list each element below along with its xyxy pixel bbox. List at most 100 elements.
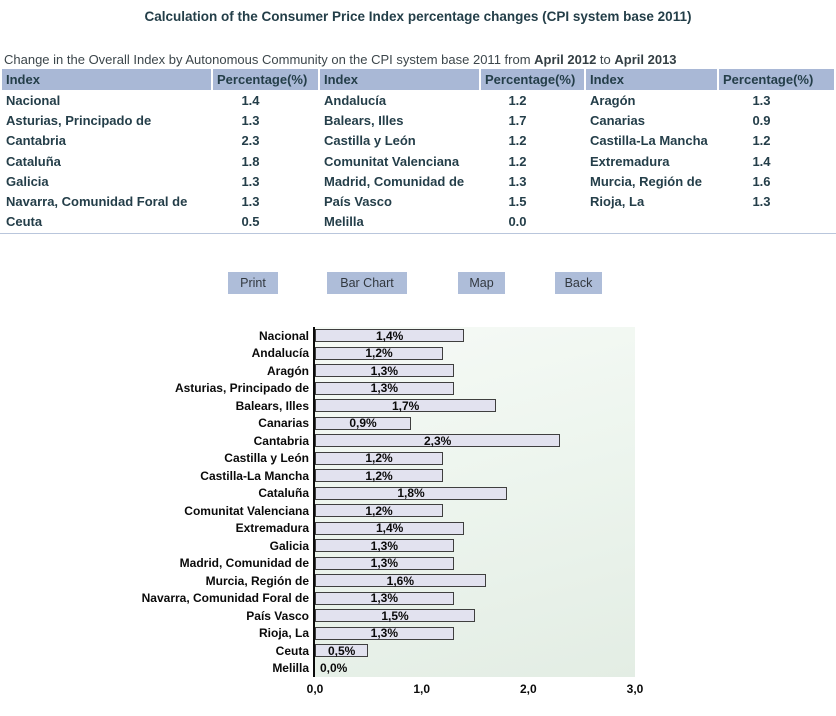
region-name-cell: Asturias, Principado de [6,112,152,128]
chart-category-label: Melilla [272,661,309,676]
percentage-cell: 1.2 [508,92,527,108]
chart-row: Castilla-La Mancha 1,2% [0,467,836,485]
region-name-cell: Ceuta [6,214,43,230]
chart-row: Cantabria 2,3% [0,432,836,450]
percentage-cell: 1.4 [241,92,260,108]
chart-bar: 1,4% [315,328,465,343]
x-tick-label: 3,0 [626,682,644,696]
percentage-cell: 1.2 [508,133,527,149]
chart-bar: 1,8% [315,486,507,500]
percentage-cell: 1.8 [241,153,260,169]
cpi-table-header: Index Percentage(%) Index Percentage(%) Inde… [2,69,834,90]
subtitle: Change in the Overall Index by Autonomou… [4,52,677,67]
chart-row: Canarias 0,9% [0,415,836,433]
region-name-cell: Canarias [590,112,645,128]
column-header: Percentage(%) [481,69,584,90]
print-button[interactable]: Print [228,272,278,294]
region-name-cell: Cataluña [6,153,61,169]
bar-value-label: 1,6% [386,573,415,588]
chart-category-label: Castilla-La Mancha [200,468,309,483]
region-name-cell: Rioja, La [590,194,645,210]
chart-category-label: Extremadura [235,521,309,536]
chart-row: Madrid, Comunidad de 1,3% [0,555,836,573]
percentage-cell: 1.6 [752,173,771,189]
percentage-cell: 1.3 [508,173,527,189]
percentage-cell: 1.3 [752,194,771,210]
region-name-cell: Cantabria [6,133,66,149]
subtitle-from-date: April 2012 [534,52,597,67]
percentage-cell: 1.2 [752,133,771,149]
chart-row: Aragón 1,3% [0,362,836,380]
chart-category-label: País Vasco [246,608,309,623]
chart-category-label: Navarra, Comunidad Foral de [141,591,309,606]
percentage-cell: 1.4 [752,153,771,169]
percentage-cell: 0.9 [752,112,771,128]
chart-category-label: Balears, Illes [235,398,309,413]
bar-chart-button[interactable]: Bar Chart [327,272,407,294]
chart-rows: Nacional 1,4% Andalucía 1,2% Aragón 1,3% Astur… [0,327,836,677]
region-name-cell: Andalucía [324,92,387,108]
percentage-cell: 1.7 [508,112,527,128]
cpi-table: Index Percentage(%) Index Percentage(%) Inde… [0,69,836,232]
table-row: Cataluña 1.8 Comunitat Valenciana 1.2 Extrem… [2,151,834,171]
chart-category-label: Comunitat Valenciana [184,503,309,518]
chart-category-label: Ceuta [275,643,309,658]
chart-row: Rioja, La 1,3% [0,625,836,643]
chart-row: Andalucía 1,2% [0,345,836,363]
chart-category-label: Canarias [258,416,309,431]
percentage-cell: 0.0 [508,214,527,230]
chart-bar: 2,3% [315,433,561,448]
chart-bar: 1,3% [315,364,454,378]
table-row: Ceuta 0.5 Melilla 0.0 [2,212,834,232]
chart-row: Murcia, Región de 1,6% [0,572,836,590]
percentage-cell: 1.3 [752,92,771,108]
bar-value-label: 1,4% [375,521,404,536]
chart-bar: 1,5% [315,608,475,623]
chart-category-label: Madrid, Comunidad de [179,556,309,571]
percentage-cell: 0.5 [241,214,260,230]
chart-category-label: Rioja, La [258,626,309,641]
column-header: Index [320,69,479,90]
chart-category-label: Andalucía [251,346,309,361]
chart-bar: 1,3% [315,626,454,641]
region-name-cell: Murcia, Región de [590,173,702,189]
chart-row: Navarra, Comunidad Foral de 1,3% [0,590,836,608]
chart-category-label: Galicia [269,538,309,553]
chart-row: Balears, Illes 1,7% [0,397,836,415]
chart-row: Cataluña 1,8% [0,485,836,503]
region-name-cell: Balears, Illes [324,112,404,128]
bar-value-label: 1,3% [370,591,399,606]
chart-category-label: Cataluña [258,486,309,501]
percentage-cell: 1.3 [241,173,260,189]
chart-row: Asturias, Principado de 1,3% [0,380,836,398]
region-name-cell: Galicia [6,173,49,189]
page-title: Calculation of the Consumer Price Index … [144,9,692,24]
back-button[interactable]: Back [555,272,602,294]
percentage-cell: 1.5 [508,194,527,210]
bar-value-label: 0,0% [320,661,348,676]
bar-value-label: 1,4% [375,328,404,343]
subtitle-middle: to [596,52,615,67]
chart-bar: 1,3% [315,539,454,553]
chart-bar: 1,2% [315,346,443,360]
chart-row: Melilla 0,0% [0,660,836,678]
map-button[interactable]: Map [458,272,505,294]
region-name-cell: Navarra, Comunidad Foral de [6,194,188,210]
x-tick-label: 2,0 [519,682,537,696]
region-name-cell: Aragón [590,92,636,108]
percentage-cell [719,212,834,232]
bar-value-label: 2,3% [423,433,452,448]
region-name-cell: Extremadura [590,153,670,169]
chart-category-label: Murcia, Región de [205,573,309,588]
chart-bar: 0,9% [315,416,411,430]
chart-category-label: Asturias, Principado de [174,381,309,396]
bar-value-label: 1,5% [381,608,409,623]
chart-bar: 1,3% [315,556,454,570]
bar-value-label: 1,3% [370,626,399,641]
table-row: Navarra, Comunidad Foral de 1.3 País Vasco… [2,191,834,211]
chart-row: Extremadura 1,4% [0,520,836,538]
chart-row: Ceuta 0,5% [0,642,836,660]
bar-value-label: 1,3% [370,381,399,396]
chart-bar: 1,2% [315,451,443,465]
